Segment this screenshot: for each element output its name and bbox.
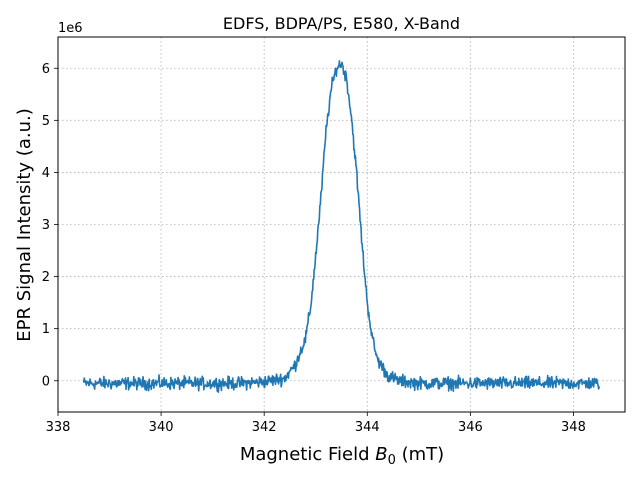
x-tick-label: 338 — [46, 420, 71, 435]
x-tick-label: 346 — [458, 420, 483, 435]
x-tick-label: 348 — [561, 420, 586, 435]
y-tick-label: 1 — [42, 322, 50, 337]
y-tick-label: 6 — [42, 62, 50, 77]
y-offset-text: 1e6 — [58, 21, 83, 36]
y-tick-label: 5 — [42, 114, 50, 129]
x-ticks: 338 340 342 344 346 348 — [46, 412, 586, 435]
x-axis-label-sub: 0 — [388, 453, 396, 468]
y-ticks: 0 1 2 3 4 5 6 — [42, 62, 58, 389]
x-tick-label: 342 — [252, 420, 277, 435]
chart-title: EDFS, BDPA/PS, E580, X-Band — [223, 14, 460, 33]
x-axis-label: Magnetic Field B0 (mT) — [240, 444, 444, 468]
x-axis-label-unit: (mT) — [396, 444, 444, 465]
y-tick-label: 0 — [42, 374, 50, 389]
signal-line — [82, 60, 601, 394]
x-axis-label-symbol: B — [375, 444, 387, 465]
grid-lines — [57, 37, 625, 412]
x-axis-label-main: Magnetic Field — [240, 444, 375, 465]
y-tick-label: 4 — [42, 166, 50, 181]
x-tick-label: 340 — [149, 420, 174, 435]
y-tick-label: 2 — [42, 270, 50, 285]
x-tick-label: 344 — [355, 420, 380, 435]
y-axis-label: EPR Signal Intensity (a.u.) — [14, 108, 35, 341]
y-tick-label: 3 — [42, 218, 50, 233]
series-line — [82, 60, 601, 394]
